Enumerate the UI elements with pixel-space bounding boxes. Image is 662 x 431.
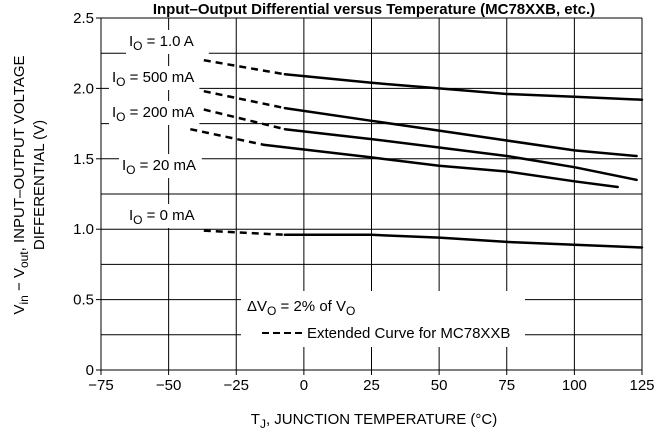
series-2-solid	[283, 127, 638, 182]
curve-label-bg-3	[119, 154, 202, 178]
curve-label-4: IO = 0 mA	[129, 207, 195, 227]
series-1-solid	[283, 106, 638, 158]
x-tick-label-3: 0	[300, 377, 308, 394]
y-tick-label-1: 0.5	[73, 292, 94, 309]
y-tick-label-0: 0	[86, 362, 94, 379]
x-tick-label-4: 25	[363, 377, 380, 394]
x-tick-label-2: −25	[224, 377, 249, 394]
series-3-solid	[262, 143, 619, 189]
y-tick-label-5: 2.5	[73, 10, 94, 27]
curve-labels: IO = 500 mA IO = 200 mA IO = 1.0 A IO = 20 …	[109, 30, 209, 228]
chart-title: Input–Output Differential versus Tempera…	[153, 1, 595, 18]
legend-entry: Extended Curve for MC78XXB	[307, 325, 510, 342]
series-1-dashed	[203, 89, 286, 110]
curve-label-bg-4	[126, 204, 202, 228]
series-4-dashed	[203, 229, 285, 237]
y-axis-title-line2: DIFFERENTIAL (V)	[31, 120, 48, 250]
curve-label-bg-2	[126, 30, 209, 54]
y-tick-label-2: 1.0	[73, 221, 94, 238]
series-lines	[190, 58, 644, 249]
x-tick-label-5: 50	[431, 377, 448, 394]
curve-label-0: IO = 500 mA	[112, 69, 194, 89]
legend-condition: ΔVO = 2% of VO	[247, 298, 355, 318]
x-tick-label-6: 75	[498, 377, 515, 394]
series-3-dashed	[190, 127, 264, 146]
curve-label-bg-0	[109, 66, 200, 90]
y-tick-labels: 0 0.5 1.0 1.5 2.0 2.5	[73, 10, 94, 379]
x-tick-label-8: 125	[629, 377, 654, 394]
series-4-solid	[283, 233, 644, 249]
curve-label-1: IO = 200 mA	[112, 104, 194, 124]
legend: ΔVO = 2% of VO Extended Curve for MC78XX…	[241, 291, 525, 347]
series-2-dashed	[203, 108, 286, 131]
legend-box	[241, 291, 525, 347]
y-tick-label-3: 1.5	[73, 151, 94, 168]
x-tick-labels: −75 −50 −25 0 25 50 75 100 125	[88, 377, 654, 394]
x-axis-title: TJ, JUNCTION TEMPERATURE (°C)	[251, 411, 497, 431]
curve-label-bg-1	[109, 101, 200, 125]
x-tick-label-1: −50	[156, 377, 181, 394]
x-tick-label-7: 100	[562, 377, 587, 394]
series-0-solid	[283, 73, 644, 101]
series-0-dashed	[203, 58, 286, 76]
curve-label-2: IO = 1.0 A	[129, 33, 194, 53]
y-tick-label-4: 2.0	[73, 80, 94, 97]
x-tick-label-0: −75	[88, 377, 113, 394]
curve-label-3: IO = 20 mA	[122, 157, 196, 177]
y-axis-title: Vin − Vout, INPUT–OUTPUT VOLTAGE DIFFERE…	[11, 55, 48, 314]
y-axis-title-line1: Vin − Vout, INPUT–OUTPUT VOLTAGE	[11, 55, 31, 314]
grid	[96, 17, 643, 375]
